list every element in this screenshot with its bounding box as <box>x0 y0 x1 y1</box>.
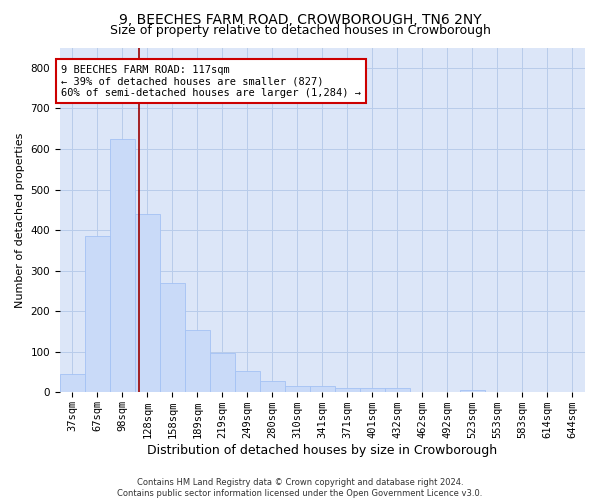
Bar <box>310 386 335 392</box>
Bar <box>260 381 285 392</box>
Bar <box>160 283 185 393</box>
Bar <box>85 236 110 392</box>
Bar <box>235 372 260 392</box>
Text: 9 BEECHES FARM ROAD: 117sqm
← 39% of detached houses are smaller (827)
60% of se: 9 BEECHES FARM ROAD: 117sqm ← 39% of det… <box>61 64 361 98</box>
Text: Contains HM Land Registry data © Crown copyright and database right 2024.
Contai: Contains HM Land Registry data © Crown c… <box>118 478 482 498</box>
Bar <box>210 353 235 393</box>
Bar <box>335 388 360 392</box>
Text: Size of property relative to detached houses in Crowborough: Size of property relative to detached ho… <box>110 24 490 37</box>
Bar <box>460 390 485 392</box>
Bar <box>360 388 385 392</box>
X-axis label: Distribution of detached houses by size in Crowborough: Distribution of detached houses by size … <box>148 444 497 458</box>
Text: 9, BEECHES FARM ROAD, CROWBOROUGH, TN6 2NY: 9, BEECHES FARM ROAD, CROWBOROUGH, TN6 2… <box>119 12 481 26</box>
Bar <box>285 386 310 392</box>
Bar <box>135 214 160 392</box>
Bar <box>185 330 210 392</box>
Bar <box>385 388 410 392</box>
Bar <box>110 139 135 392</box>
Bar <box>60 374 85 392</box>
Y-axis label: Number of detached properties: Number of detached properties <box>15 132 25 308</box>
